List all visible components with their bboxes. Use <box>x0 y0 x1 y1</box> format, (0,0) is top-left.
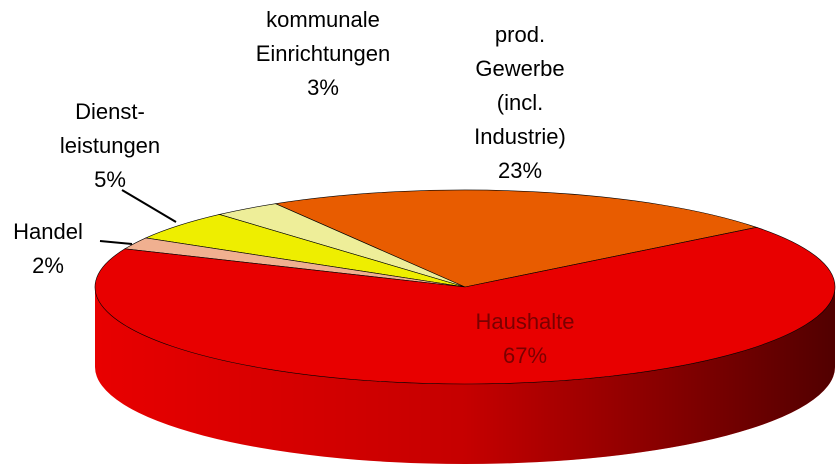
slice-label: Haushalte 67% <box>475 305 574 373</box>
value-label: 3% <box>307 75 339 100</box>
category-label: prod. Gewerbe (incl. Industrie) <box>474 22 566 149</box>
pie-slice <box>274 189 758 288</box>
slice-label: prod. Gewerbe (incl. Industrie) 23% <box>474 18 566 188</box>
pie <box>94 189 836 464</box>
leader-line <box>121 189 177 223</box>
category-label: Dienst- leistungen <box>59 99 161 158</box>
leader-line <box>99 240 133 245</box>
value-label: 23% <box>497 158 543 183</box>
slice-label: Handel 2% <box>13 215 83 283</box>
value-label: 67% <box>502 343 548 368</box>
slice-label: Dienst- leistungen 5% <box>60 95 160 197</box>
slice-label: kommunale Einrichtungen 3% <box>256 3 391 105</box>
value-label: 5% <box>94 167 126 192</box>
value-label: 2% <box>32 253 64 278</box>
pie-slice <box>94 226 836 385</box>
category-label: kommunale Einrichtungen <box>255 7 391 66</box>
pie-side-shade <box>95 287 835 464</box>
category-label: Haushalte <box>475 309 575 334</box>
category-label: Handel <box>13 219 83 244</box>
